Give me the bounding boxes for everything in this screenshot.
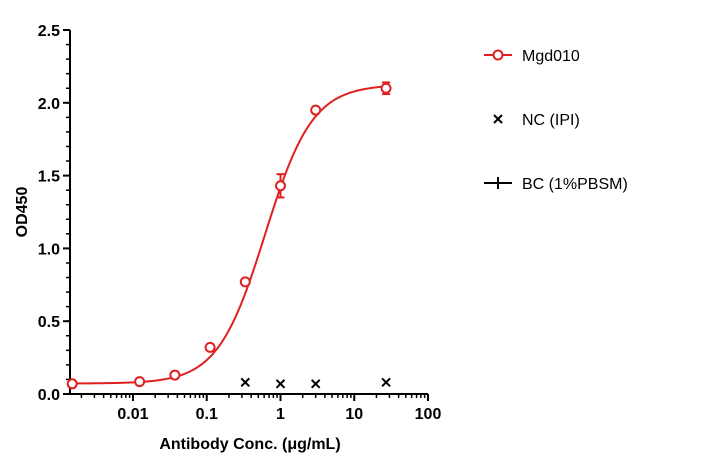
- data-point-nc-ipi: [275, 379, 286, 389]
- legend-item-nc-ipi: NC (IPI): [493, 112, 580, 129]
- x-tick-label: 10: [345, 406, 363, 423]
- x-tick-label: 0.01: [117, 406, 148, 423]
- plot-area: [66, 81, 392, 390]
- x-tick-label: 0.1: [196, 406, 218, 423]
- x-marker-stroke: [381, 377, 391, 388]
- data-point-mgd010: [380, 82, 392, 94]
- axes: [69, 30, 428, 395]
- x-marker-stroke: [493, 114, 503, 124]
- data-point-mgd010: [274, 180, 286, 192]
- data-point-mgd010: [66, 378, 78, 390]
- data-point-mgd010: [169, 369, 181, 381]
- data-point-mgd010: [204, 341, 216, 353]
- y-axis-title: OD450: [14, 187, 31, 238]
- y-tick-label: 1.5: [38, 169, 60, 186]
- data-point-mgd010: [134, 376, 146, 388]
- data-point-nc-ipi: [381, 377, 391, 388]
- axis-ticks: 0.0 0.5 1.0 1.5 2.0 2.5 0.01 0.1 1 10 100: [38, 23, 442, 423]
- y-tick-label: 2.0: [38, 96, 60, 113]
- x-tick-label: 100: [415, 406, 442, 423]
- data-point-nc-ipi: [310, 379, 321, 389]
- legend: Mgd010 NC (IPI) BC (1%PBSM): [484, 48, 628, 193]
- legend-label: NC (IPI): [522, 112, 580, 129]
- legend-marker: [492, 49, 504, 61]
- legend-item-bc-1-pbsm: BC (1%PBSM): [484, 176, 628, 193]
- x-axis-title: Antibody Conc. (μg/mL): [159, 436, 340, 453]
- x-marker-stroke: [310, 379, 321, 389]
- legend-label: Mgd010: [522, 48, 580, 65]
- data-point-mgd010: [310, 104, 322, 116]
- legend-label: BC (1%PBSM): [522, 176, 628, 193]
- legend-marker: [493, 114, 503, 124]
- y-tick-label: 0.5: [38, 314, 60, 331]
- y-tick-label: 2.5: [38, 23, 60, 40]
- y-tick-label: 0.0: [38, 387, 60, 404]
- data-point-mgd010: [239, 276, 251, 288]
- x-marker-stroke: [240, 377, 250, 388]
- x-tick-label: 1: [276, 406, 285, 423]
- data-point-nc-ipi: [240, 377, 250, 388]
- x-marker-stroke: [275, 379, 286, 389]
- legend-item-mgd010: Mgd010: [484, 48, 580, 65]
- fit-curve-mgd010: [72, 85, 387, 385]
- y-tick-label: 1.0: [38, 241, 60, 258]
